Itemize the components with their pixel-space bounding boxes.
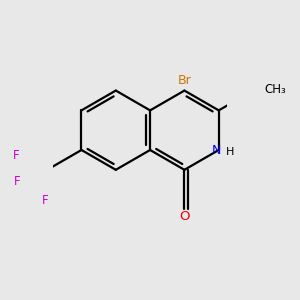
Text: F: F bbox=[42, 194, 49, 207]
Text: F: F bbox=[14, 175, 21, 188]
Text: F: F bbox=[13, 149, 20, 162]
Text: Br: Br bbox=[178, 74, 191, 87]
Text: CH₃: CH₃ bbox=[264, 83, 286, 96]
Text: O: O bbox=[179, 210, 190, 223]
Text: H: H bbox=[226, 147, 234, 157]
Text: N: N bbox=[212, 143, 221, 157]
